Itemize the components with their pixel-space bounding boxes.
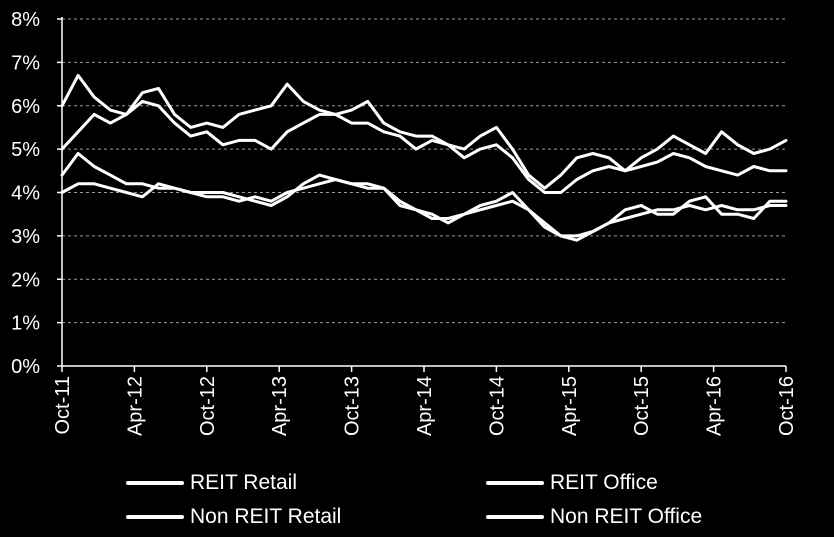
legend-swatch-non-reit-retail xyxy=(126,515,184,519)
series-line-non-reit-retail xyxy=(60,152,788,238)
x-tick-label: Oct-13 xyxy=(342,376,364,436)
x-tick-label: Apr-16 xyxy=(704,376,726,436)
legend-swatch-reit-office xyxy=(486,481,544,485)
y-tick-label: 3% xyxy=(11,226,40,248)
axes xyxy=(57,17,787,372)
y-tick-label: 8% xyxy=(11,9,40,31)
y-tick-label: 0% xyxy=(11,356,40,378)
legend-label-reit-retail: REIT Retail xyxy=(190,471,297,494)
x-tick-label: Oct-14 xyxy=(486,376,508,436)
x-tick-label: Oct-11 xyxy=(52,376,74,435)
series-lines xyxy=(60,73,788,242)
x-tick-label: Oct-15 xyxy=(631,376,653,436)
legend-label-non-reit-office: Non REIT Office xyxy=(550,505,703,528)
x-tick-labels: Oct-11 Apr-12 Oct-12 Apr-13 Oct-13 Apr-14 Oct-… xyxy=(52,376,798,436)
y-tick-labels: 0% 1% 2% 3% 4% 5% 6% 7% 8% xyxy=(11,9,40,378)
gridlines xyxy=(62,18,786,324)
legend-label-non-reit-retail: Non REIT Retail xyxy=(190,505,342,528)
x-tick-label: Apr-14 xyxy=(414,376,436,436)
x-tick-label: Oct-12 xyxy=(197,376,219,436)
x-tick-label: Apr-12 xyxy=(124,376,146,436)
legend-item-reit-retail: REIT Retail xyxy=(126,468,297,498)
legend-item-reit-office: REIT Office xyxy=(486,468,658,498)
x-tick-label: Apr-15 xyxy=(559,376,581,436)
y-tick-label: 4% xyxy=(11,183,40,205)
y-tick-label: 5% xyxy=(11,139,40,161)
y-tick-label: 1% xyxy=(11,313,40,335)
legend-label-reit-office: REIT Office xyxy=(550,471,658,494)
legend-swatch-non-reit-office xyxy=(486,515,544,519)
legend-swatch-reit-retail xyxy=(126,481,184,485)
legend-item-non-reit-retail: Non REIT Retail xyxy=(126,502,341,532)
legend-item-non-reit-office: Non REIT Office xyxy=(486,502,702,532)
legend: REIT Retail REIT Office Non REIT Retail … xyxy=(0,464,834,534)
series-line-reit-office xyxy=(60,99,788,194)
series-line-non-reit-office xyxy=(60,73,788,190)
x-tick-label: Apr-13 xyxy=(269,376,291,436)
x-tick-label: Oct-16 xyxy=(776,376,798,436)
y-tick-label: 7% xyxy=(11,52,40,74)
y-tick-label: 6% xyxy=(11,96,40,118)
y-tick-label: 2% xyxy=(11,269,40,291)
